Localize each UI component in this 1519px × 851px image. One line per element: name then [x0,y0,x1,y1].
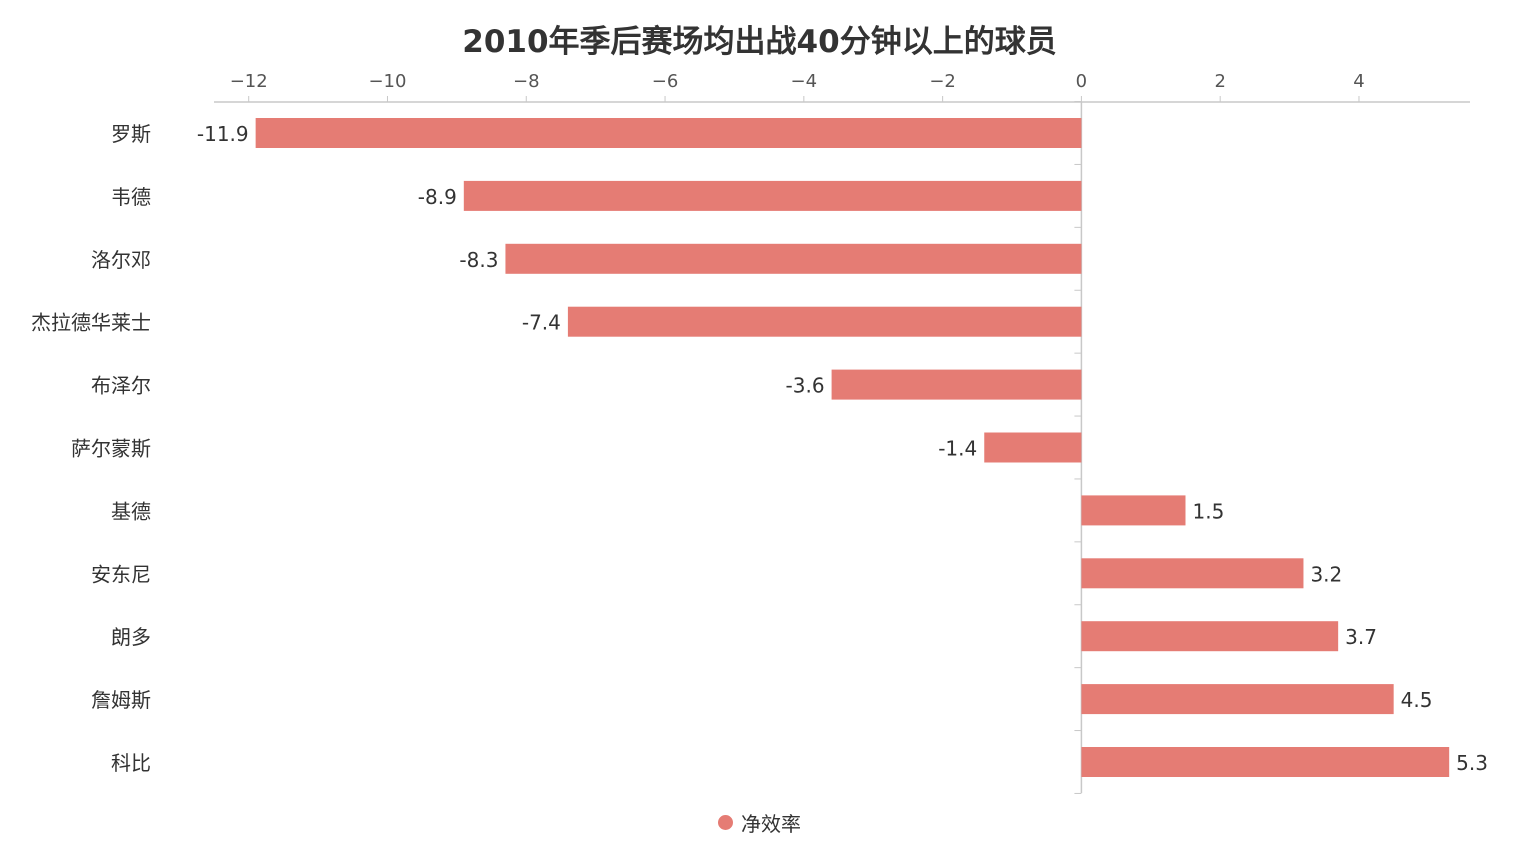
data-label: -1.4 [938,437,977,461]
legend[interactable]: 净效率 [0,808,1519,837]
x-tick-label: 2 [1214,71,1225,92]
x-tick-label: −10 [368,71,406,92]
bar [463,180,1082,211]
bar [1081,684,1394,715]
category-label: 科比 [111,751,151,775]
category-label: 韦德 [111,185,151,209]
x-tick-label: 4 [1353,71,1364,92]
chart-title: 2010年季后赛场均出战40分钟以上的球员 [462,24,1057,60]
data-label: -11.9 [197,122,249,146]
category-label: 洛尔邓 [91,248,151,272]
bar [1081,495,1186,526]
category-label: 安东尼 [91,562,151,586]
bar [1081,747,1450,777]
x-tick-label: 0 [1076,71,1087,92]
data-label: 1.5 [1192,499,1224,523]
data-label: -3.6 [786,374,825,398]
category-label: 萨尔蒙斯 [71,437,151,461]
legend-label: 净效率 [741,812,801,836]
bar [984,432,1082,463]
bar [831,369,1082,400]
x-tick-label: −8 [513,71,540,92]
data-label: -8.3 [459,248,498,272]
x-tick-label: −6 [652,71,679,92]
bar [505,243,1082,274]
data-label: -7.4 [522,311,561,335]
category-label: 布泽尔 [91,374,151,398]
x-tick-label: −12 [230,71,268,92]
category-label: 杰拉德华莱士 [31,311,151,335]
data-label: -8.9 [418,185,457,209]
legend-marker [718,815,733,830]
x-tick-label: −4 [791,71,818,92]
category-label: 基德 [111,499,151,523]
data-label: 3.2 [1310,562,1342,586]
data-label: 5.3 [1456,751,1488,775]
data-label: 4.5 [1401,688,1433,712]
bar [567,306,1082,337]
category-label: 罗斯 [111,122,151,146]
data-label: 3.7 [1345,625,1377,649]
category-label: 詹姆斯 [91,688,151,712]
bar [1081,621,1339,652]
x-tick-label: −2 [929,71,956,92]
bar [1081,558,1304,589]
category-label: 朗多 [111,625,151,649]
bar [255,118,1082,148]
